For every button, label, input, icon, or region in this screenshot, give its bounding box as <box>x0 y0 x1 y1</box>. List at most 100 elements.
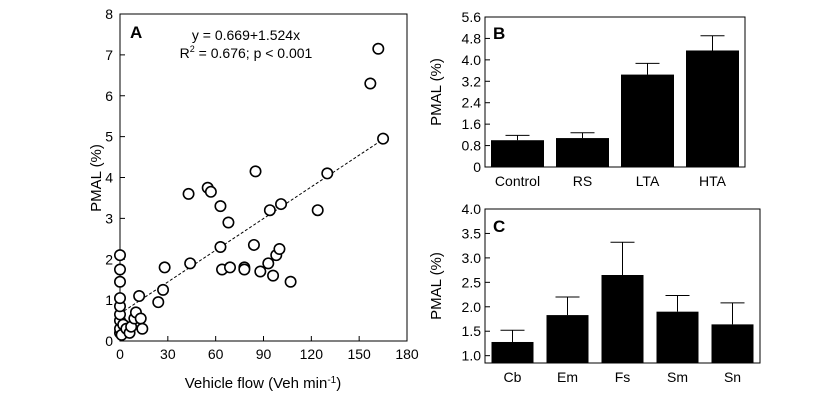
x-tick-label: 120 <box>300 346 324 362</box>
scatter-point <box>284 275 297 288</box>
y-tick-label: 1 <box>105 292 113 308</box>
panel-b-label: B <box>493 24 505 43</box>
category-label: Control <box>495 173 540 189</box>
scatter-point <box>275 198 288 211</box>
panel-a-label: A <box>130 23 142 42</box>
panel-a-scatter: 0 30 60 90 120 150 180 0 1 2 3 4 5 6 7 8 A y = 0.669+1.… <box>88 6 419 392</box>
panel-c-bar: Cb Em Fs Sm Sn 1.0 1.5 2.0 2.5 3.0 3.5 4.0 C PMAL (… <box>428 201 761 385</box>
y-tick-label: 3 <box>105 210 113 226</box>
bar <box>656 311 699 363</box>
bar <box>686 50 739 167</box>
r2-prefix: R <box>180 45 190 61</box>
scatter-point <box>273 243 286 256</box>
y-tick-label: 0 <box>473 159 481 175</box>
category-label: Fs <box>615 369 631 385</box>
scatter-point <box>377 132 390 145</box>
scatter-point <box>134 312 147 325</box>
bar <box>491 341 534 363</box>
y-tick-label: 2 <box>105 251 113 267</box>
x-axis-title-main: Vehicle flow (Veh min <box>185 375 328 392</box>
y-tick-label: 4 <box>105 170 113 186</box>
y-tick-label: 3.0 <box>462 250 482 266</box>
scatter-point <box>182 187 195 200</box>
regression-equation: y = 0.669+1.524x <box>192 27 300 43</box>
r2-superscript: 2 <box>190 44 195 54</box>
y-tick-label: 1.0 <box>462 348 482 364</box>
scatter-point <box>158 261 171 274</box>
y-tick-label: 7 <box>105 47 113 63</box>
y-tick-label: 3.2 <box>462 73 482 89</box>
scatter-point <box>364 77 377 90</box>
bar <box>601 275 644 363</box>
category-label: Em <box>557 369 578 385</box>
bar <box>711 324 754 363</box>
panel-b-y-axis-title: PMAL (%) <box>428 58 445 126</box>
scatter-point <box>136 322 149 335</box>
x-tick-label: 90 <box>256 346 272 362</box>
y-tick-label: 2.0 <box>462 299 482 315</box>
scatter-point <box>311 204 324 217</box>
category-label: LTA <box>636 173 660 189</box>
x-axis-title-superscript: -1 <box>327 375 336 386</box>
x-axis-title-end: ) <box>336 375 341 392</box>
y-tick-label: 1.6 <box>462 116 482 132</box>
scatter-point <box>114 292 127 305</box>
scatter-point <box>372 42 385 55</box>
y-tick-label: 5.6 <box>462 9 482 25</box>
scatter-point <box>267 269 280 282</box>
category-label: RS <box>573 173 592 189</box>
panel-c-y-axis-title: PMAL (%) <box>428 252 445 320</box>
y-tick-label: 6 <box>105 88 113 104</box>
scatter-point <box>152 296 165 309</box>
y-tick-label: 0.8 <box>462 138 482 154</box>
bar <box>621 74 674 167</box>
x-tick-label: 60 <box>208 346 224 362</box>
panel-c-label: C <box>493 217 505 236</box>
category-label: Sm <box>667 369 688 385</box>
x-tick-label: 150 <box>347 346 371 362</box>
scatter-point <box>114 263 127 276</box>
panel-b-frame <box>484 16 746 168</box>
y-tick-label: 8 <box>105 6 113 22</box>
scatter-point <box>114 275 127 288</box>
scatter-point <box>249 165 262 178</box>
x-tick-label: 180 <box>395 346 419 362</box>
bar <box>491 140 544 167</box>
y-tick-label: 1.5 <box>462 323 482 339</box>
y-tick-label: 4.8 <box>462 30 482 46</box>
y-tick-label: 4.0 <box>462 201 482 217</box>
scatter-point <box>247 238 260 251</box>
x-tick-label: 0 <box>116 346 124 362</box>
scatter-point <box>262 257 275 270</box>
scatter-point <box>238 263 251 276</box>
y-tick-label: 0 <box>105 333 113 349</box>
scatter-point <box>321 167 334 180</box>
scatter-point <box>222 216 235 229</box>
scatter-point <box>157 283 170 296</box>
scatter-point <box>114 249 127 262</box>
y-tick-label: 3.5 <box>462 225 482 241</box>
category-label: HTA <box>699 173 727 189</box>
bar <box>546 315 589 363</box>
scatter-point <box>133 290 146 303</box>
panel-a-y-axis-title: PMAL (%) <box>88 144 105 212</box>
bar <box>556 138 609 167</box>
y-tick-label: 4.0 <box>462 52 482 68</box>
scatter-point <box>204 185 217 198</box>
category-label: Sn <box>724 369 741 385</box>
scatter-point <box>214 240 227 253</box>
y-tick-label: 5 <box>105 129 113 145</box>
r2-suffix: = 0.676; p < 0.001 <box>195 45 313 61</box>
category-label: Cb <box>504 369 522 385</box>
regression-stats: R2 = 0.676; p < 0.001 <box>180 44 313 61</box>
scatter-point <box>184 257 197 270</box>
scatter-point <box>224 261 237 274</box>
y-tick-label: 2.4 <box>462 95 482 111</box>
scatter-point <box>263 204 276 217</box>
panel-a-x-axis-title: Vehicle flow (Veh min-1) <box>185 375 341 392</box>
scatter-point <box>254 265 267 278</box>
scatter-point <box>214 200 227 213</box>
x-tick-label: 30 <box>160 346 176 362</box>
